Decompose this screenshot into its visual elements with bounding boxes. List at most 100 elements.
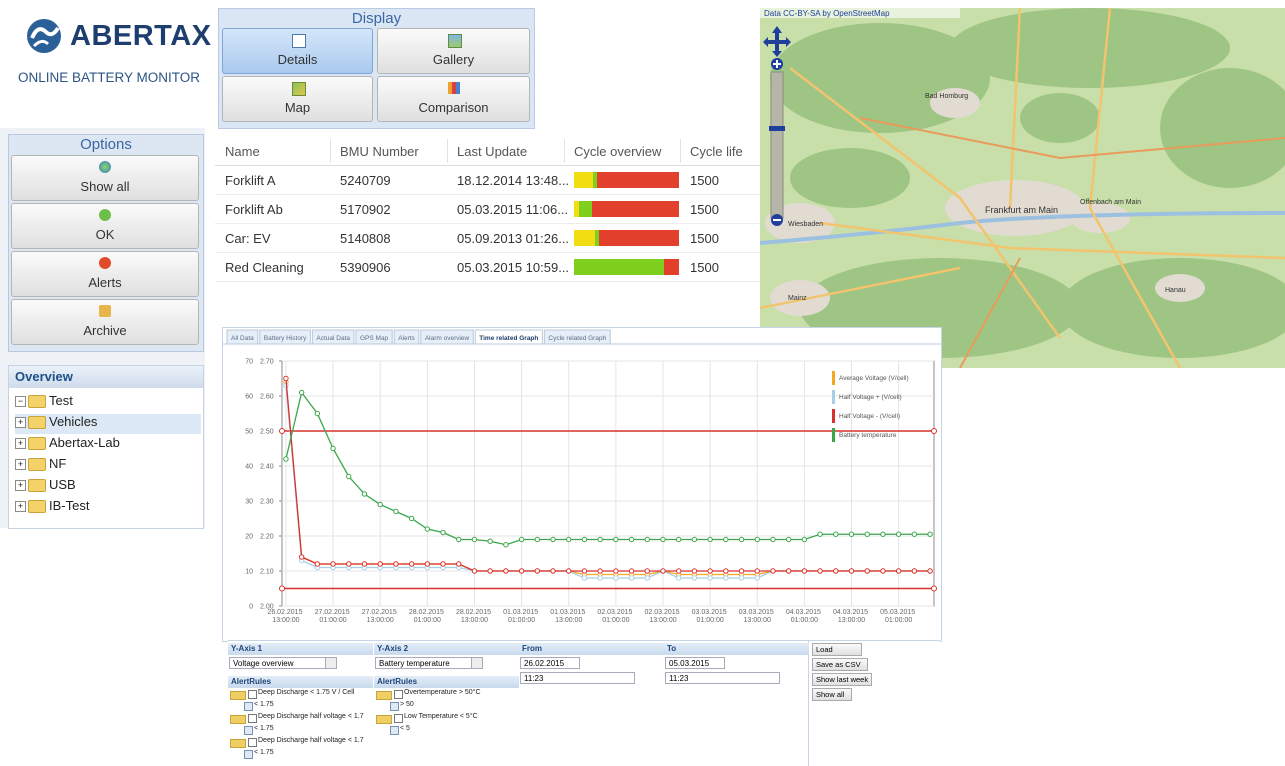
- x-tick-label: 04.03.2015 01:00:00: [786, 609, 823, 624]
- rule-limit: > 50: [400, 701, 414, 708]
- control-label: Y-Axis 2: [374, 643, 519, 655]
- tree-label: Test: [49, 393, 73, 408]
- place-label: Offenbach am Main: [1080, 199, 1141, 206]
- last-week-button[interactable]: Show last week: [812, 673, 872, 686]
- tree-item[interactable]: +IB-Test: [15, 498, 201, 518]
- tab-label[interactable]: All Data: [231, 335, 254, 342]
- tree-item[interactable]: − Test: [15, 393, 201, 413]
- column-divider: [680, 139, 681, 163]
- data-point: [661, 569, 665, 573]
- alert-rules-title: AlertRules: [228, 676, 373, 688]
- table-cell: Red Cleaning: [225, 260, 304, 275]
- tab-label[interactable]: Alarm overview: [425, 335, 470, 342]
- expander[interactable]: +: [15, 501, 26, 512]
- load-button[interactable]: Load: [812, 643, 862, 656]
- data-point: [771, 537, 775, 541]
- y-tick-label: 40: [245, 464, 253, 471]
- tab-label[interactable]: Cycle related Graph: [548, 335, 606, 342]
- rule-limit-icon: [244, 726, 253, 735]
- tab-label[interactable]: Battery History: [264, 335, 307, 342]
- expander[interactable]: +: [15, 438, 26, 449]
- expander[interactable]: +: [15, 417, 26, 428]
- tab-label[interactable]: Alerts: [398, 335, 415, 342]
- rule-checkbox[interactable]: [248, 738, 257, 747]
- from-time[interactable]: 11:23: [520, 672, 635, 684]
- archive-button[interactable]: Archive: [11, 299, 199, 345]
- expander[interactable]: −: [15, 396, 26, 407]
- table-cell: 05.09.2013 01:26...: [457, 231, 569, 246]
- tick-line: 02.03.2015: [597, 609, 634, 616]
- rule-checkbox[interactable]: [248, 690, 257, 699]
- save-csv-button[interactable]: Save as CSV: [812, 658, 868, 671]
- expander[interactable]: +: [15, 480, 26, 491]
- tick-line: 01:00:00: [885, 617, 912, 624]
- tab-label[interactable]: Actual Data: [316, 335, 350, 342]
- rule-checkbox[interactable]: [394, 690, 403, 699]
- rule-checkbox[interactable]: [394, 714, 403, 723]
- data-point: [535, 569, 539, 573]
- reference-end: [280, 586, 285, 591]
- panel-title: Options: [9, 136, 203, 153]
- x-tick-label: 01.03.2015 13:00:00: [550, 609, 587, 624]
- table-cell: 1500: [690, 231, 719, 246]
- x-tick-label: 28.02.2015 13:00:00: [456, 609, 493, 624]
- show-all-button[interactable]: Show all: [11, 155, 199, 201]
- rule-checkbox[interactable]: [248, 714, 257, 723]
- alerts-button[interactable]: Alerts: [11, 251, 199, 297]
- tick-line: 03.03.2015: [692, 609, 729, 616]
- tree-item[interactable]: + Abertax-Lab: [15, 435, 201, 455]
- gallery-button[interactable]: Gallery: [377, 28, 530, 74]
- tab-label[interactable]: Time related Graph: [479, 335, 538, 342]
- details-button[interactable]: Details: [222, 28, 373, 74]
- y-tick-label: 0: [249, 604, 253, 611]
- data-point: [535, 537, 539, 541]
- data-point: [834, 532, 838, 536]
- data-point: [488, 569, 492, 573]
- tree-item[interactable]: +Vehicles: [15, 414, 201, 434]
- data-point: [425, 562, 429, 566]
- data-point: [299, 390, 303, 394]
- tick-line: 28.02.2015: [456, 609, 493, 616]
- to-time[interactable]: 11:23: [665, 672, 780, 684]
- data-point: [865, 569, 869, 573]
- cycle-segment: [579, 201, 592, 217]
- place-label: Bad Homburg: [925, 93, 968, 100]
- data-point: [582, 537, 586, 541]
- data-point: [912, 532, 916, 536]
- to-date[interactable]: 05.03.2015: [665, 657, 725, 669]
- dropdown-arrow[interactable]: [471, 657, 483, 669]
- y-axis-2-select[interactable]: Battery temperature: [375, 657, 481, 669]
- ok-button[interactable]: OK: [11, 203, 199, 249]
- reference-end: [280, 429, 285, 434]
- tick-line: 05.03.2015: [880, 609, 917, 616]
- battery-table: NameBMU NumberLast UpdateCycle overviewC…: [215, 135, 760, 268]
- legend-swatch: [832, 390, 835, 404]
- data-point: [912, 569, 916, 573]
- tick-line: 01:00:00: [791, 617, 818, 624]
- tree-item[interactable]: +NF: [15, 456, 201, 476]
- data-point: [881, 532, 885, 536]
- logo-area: ABERTAX ONLINE BATTERY MONITOR: [0, 0, 205, 128]
- y2-tick-label: 2.50: [260, 429, 274, 436]
- data-point: [315, 411, 319, 415]
- legend-label: Average Voltage (V/cell): [839, 375, 909, 382]
- table-cell: 5240709: [340, 173, 391, 188]
- data-point: [645, 537, 649, 541]
- icon: [448, 34, 462, 48]
- from-date[interactable]: 26.02.2015: [520, 657, 580, 669]
- tick-line: 01:00:00: [696, 617, 723, 624]
- show-all-button[interactable]: Show all: [812, 688, 852, 701]
- rule-limit: < 1.75: [254, 725, 274, 732]
- tick-line: 28.02.2015: [409, 609, 446, 616]
- dropdown-arrow[interactable]: [325, 657, 337, 669]
- expander[interactable]: +: [15, 459, 26, 470]
- data-point: [692, 569, 696, 573]
- map-button[interactable]: Map: [222, 76, 373, 122]
- tick-line: 26.02.2015: [267, 609, 304, 616]
- tab-label[interactable]: GPS Map: [360, 335, 389, 342]
- tree-item[interactable]: +USB: [15, 477, 201, 497]
- y-axis-1-select[interactable]: Voltage overview: [229, 657, 335, 669]
- comparison-button[interactable]: Comparison: [377, 76, 530, 122]
- tree-label: Abertax-Lab: [49, 435, 120, 450]
- button-label: OK: [12, 227, 198, 242]
